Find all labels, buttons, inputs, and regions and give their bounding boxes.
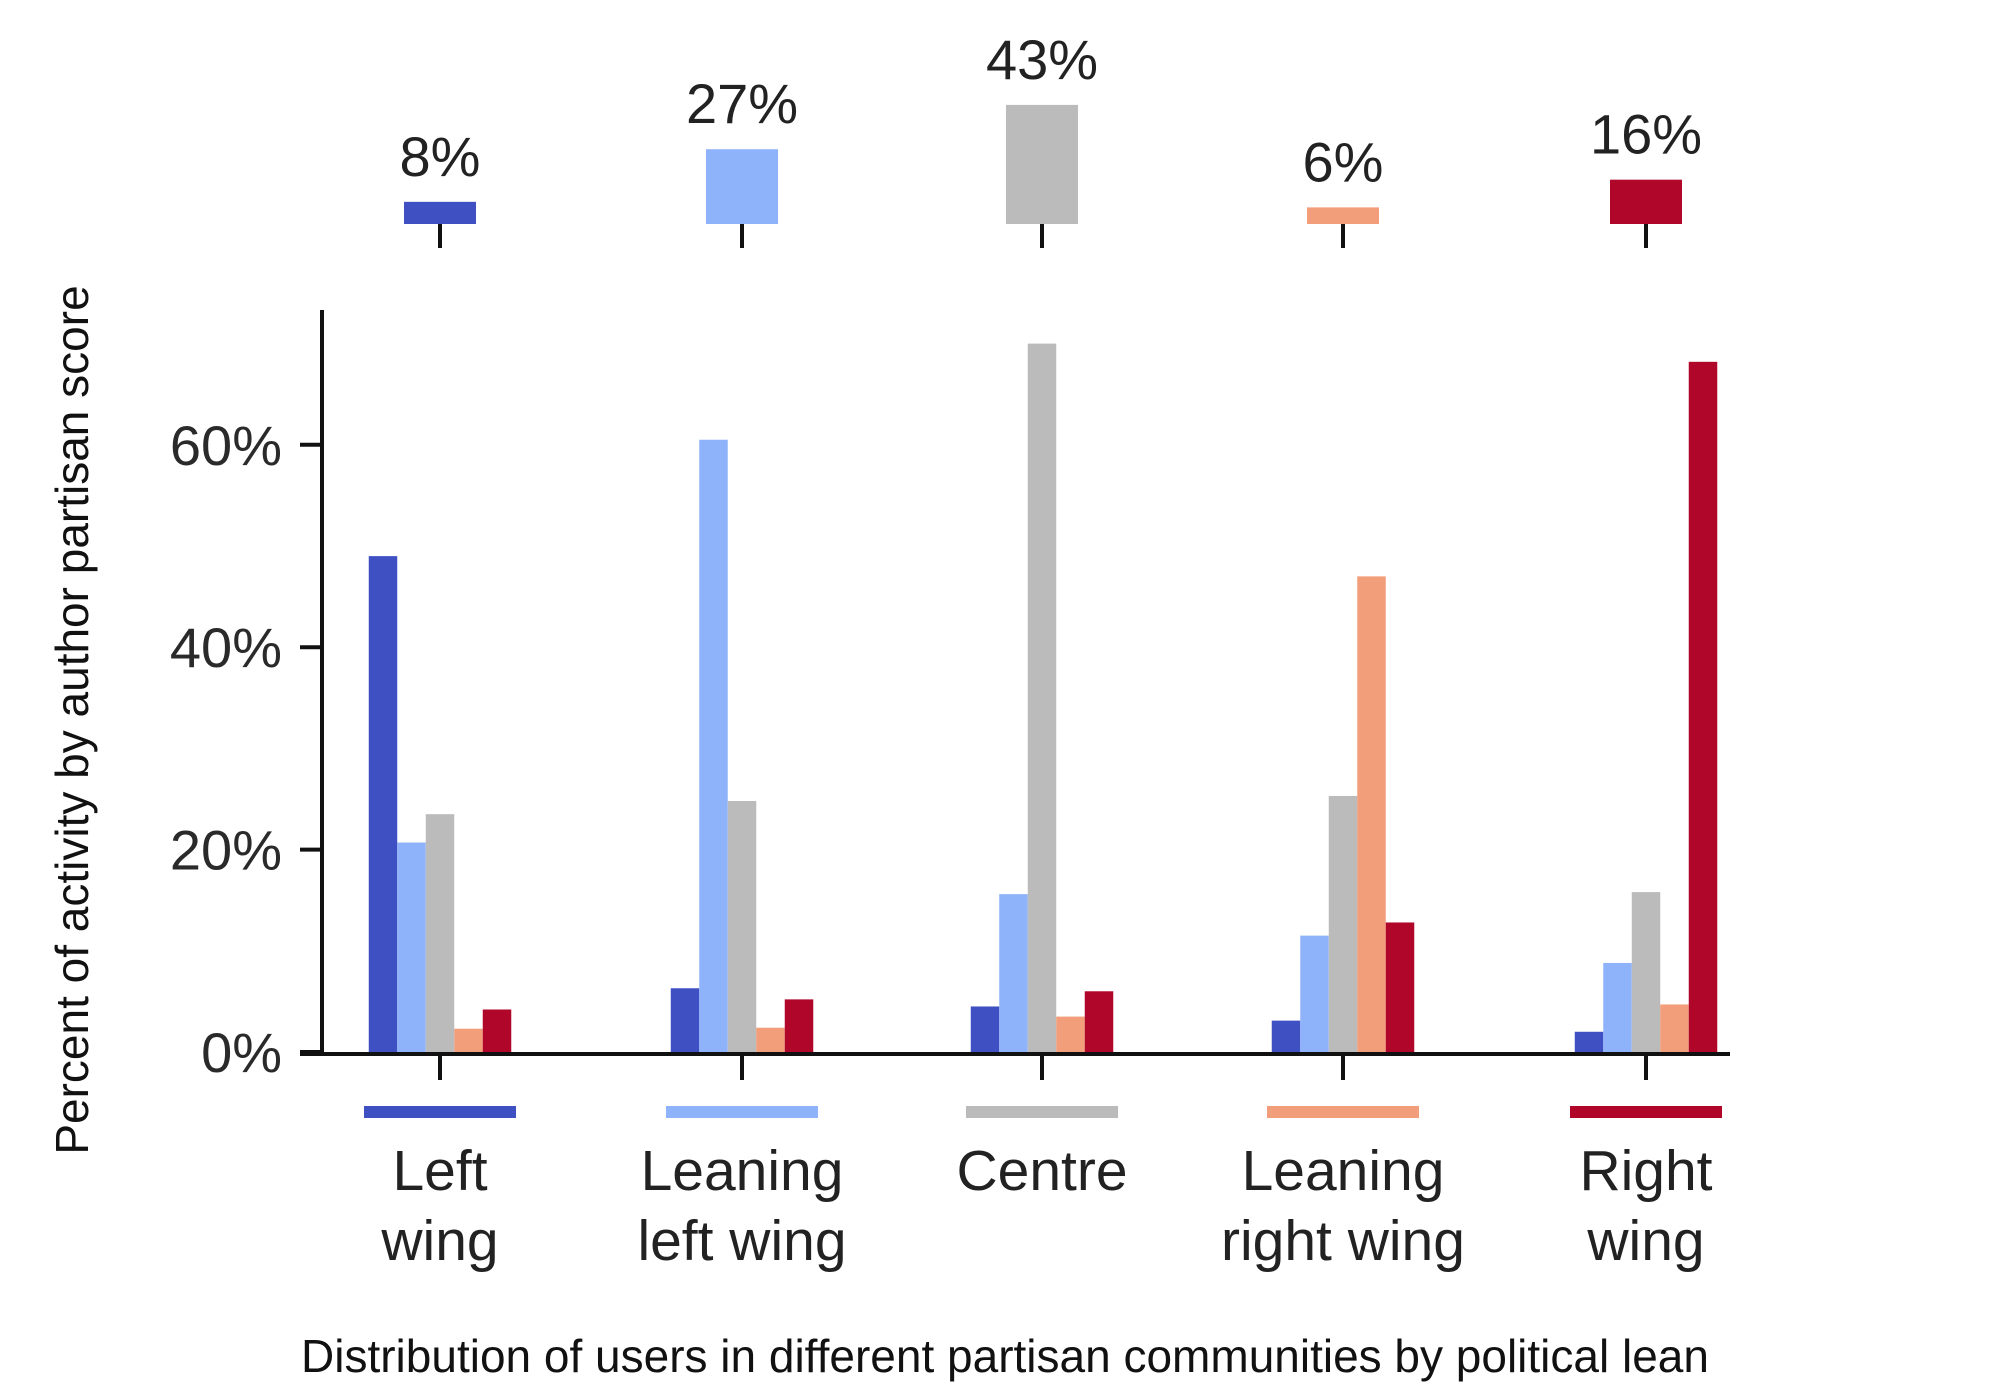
bar xyxy=(1660,1004,1689,1052)
bar xyxy=(670,988,700,1052)
bar xyxy=(425,814,455,1052)
user-share-label: 8% xyxy=(400,125,481,188)
bar xyxy=(368,556,398,1052)
bar xyxy=(999,894,1028,1052)
category-label: Centre xyxy=(956,1139,1127,1203)
x-axis-title: Distribution of users in different parti… xyxy=(301,1330,1709,1382)
bar xyxy=(1574,1031,1604,1052)
user-share-bar xyxy=(1610,179,1682,224)
user-share-bar xyxy=(1006,104,1078,224)
bar xyxy=(784,999,814,1052)
user-share-bar xyxy=(706,149,778,224)
bar xyxy=(1056,1016,1085,1052)
user-share-label: 16% xyxy=(1590,103,1702,166)
bar xyxy=(1300,935,1329,1052)
category-label: Left xyxy=(392,1139,487,1203)
category-color-bar xyxy=(966,1106,1118,1118)
user-share-label: 6% xyxy=(1303,130,1384,193)
category-color-bar xyxy=(1267,1106,1419,1118)
bar xyxy=(1603,962,1632,1052)
bar xyxy=(397,842,426,1052)
category-label: Leaning xyxy=(641,1139,844,1203)
category-color-bar xyxy=(364,1106,516,1118)
category-label: wing xyxy=(380,1209,498,1273)
bar xyxy=(1328,795,1358,1052)
y-tick-label: 0% xyxy=(201,1021,282,1084)
category-label: right wing xyxy=(1221,1209,1465,1273)
category-color-bar xyxy=(666,1106,818,1118)
y-tick-label: 20% xyxy=(170,819,282,882)
y-axis-title: Percent of activity by author partisan s… xyxy=(46,285,98,1154)
user-share-label: 43% xyxy=(986,28,1098,91)
bar xyxy=(1688,361,1718,1052)
bar xyxy=(699,439,728,1052)
bar xyxy=(1385,922,1415,1052)
bar xyxy=(1084,991,1114,1052)
activity-bars-panel: 0% 20% 40% 60% xyxy=(170,310,1730,1084)
user-share-label: 27% xyxy=(686,72,798,135)
category-label: left wing xyxy=(637,1209,846,1273)
category-label: Leaning xyxy=(1242,1139,1445,1203)
category-label: wing xyxy=(1586,1209,1704,1273)
category-color-bar xyxy=(1570,1106,1722,1118)
bar xyxy=(1271,1020,1301,1052)
bar xyxy=(482,1009,512,1052)
bar xyxy=(1357,576,1386,1052)
user-share-bar xyxy=(404,201,476,224)
user-share-panel: 8% 27% 43% 6% 16% xyxy=(400,28,1702,248)
bar xyxy=(1027,343,1057,1053)
bar xyxy=(970,1006,1000,1052)
user-share-bar xyxy=(1307,207,1379,224)
y-tick-label: 60% xyxy=(170,414,282,477)
bar xyxy=(727,801,757,1052)
y-tick-label: 40% xyxy=(170,616,282,679)
category-label: Right xyxy=(1579,1139,1712,1203)
bar xyxy=(454,1028,483,1052)
bar xyxy=(756,1027,785,1052)
bar xyxy=(1631,892,1661,1052)
